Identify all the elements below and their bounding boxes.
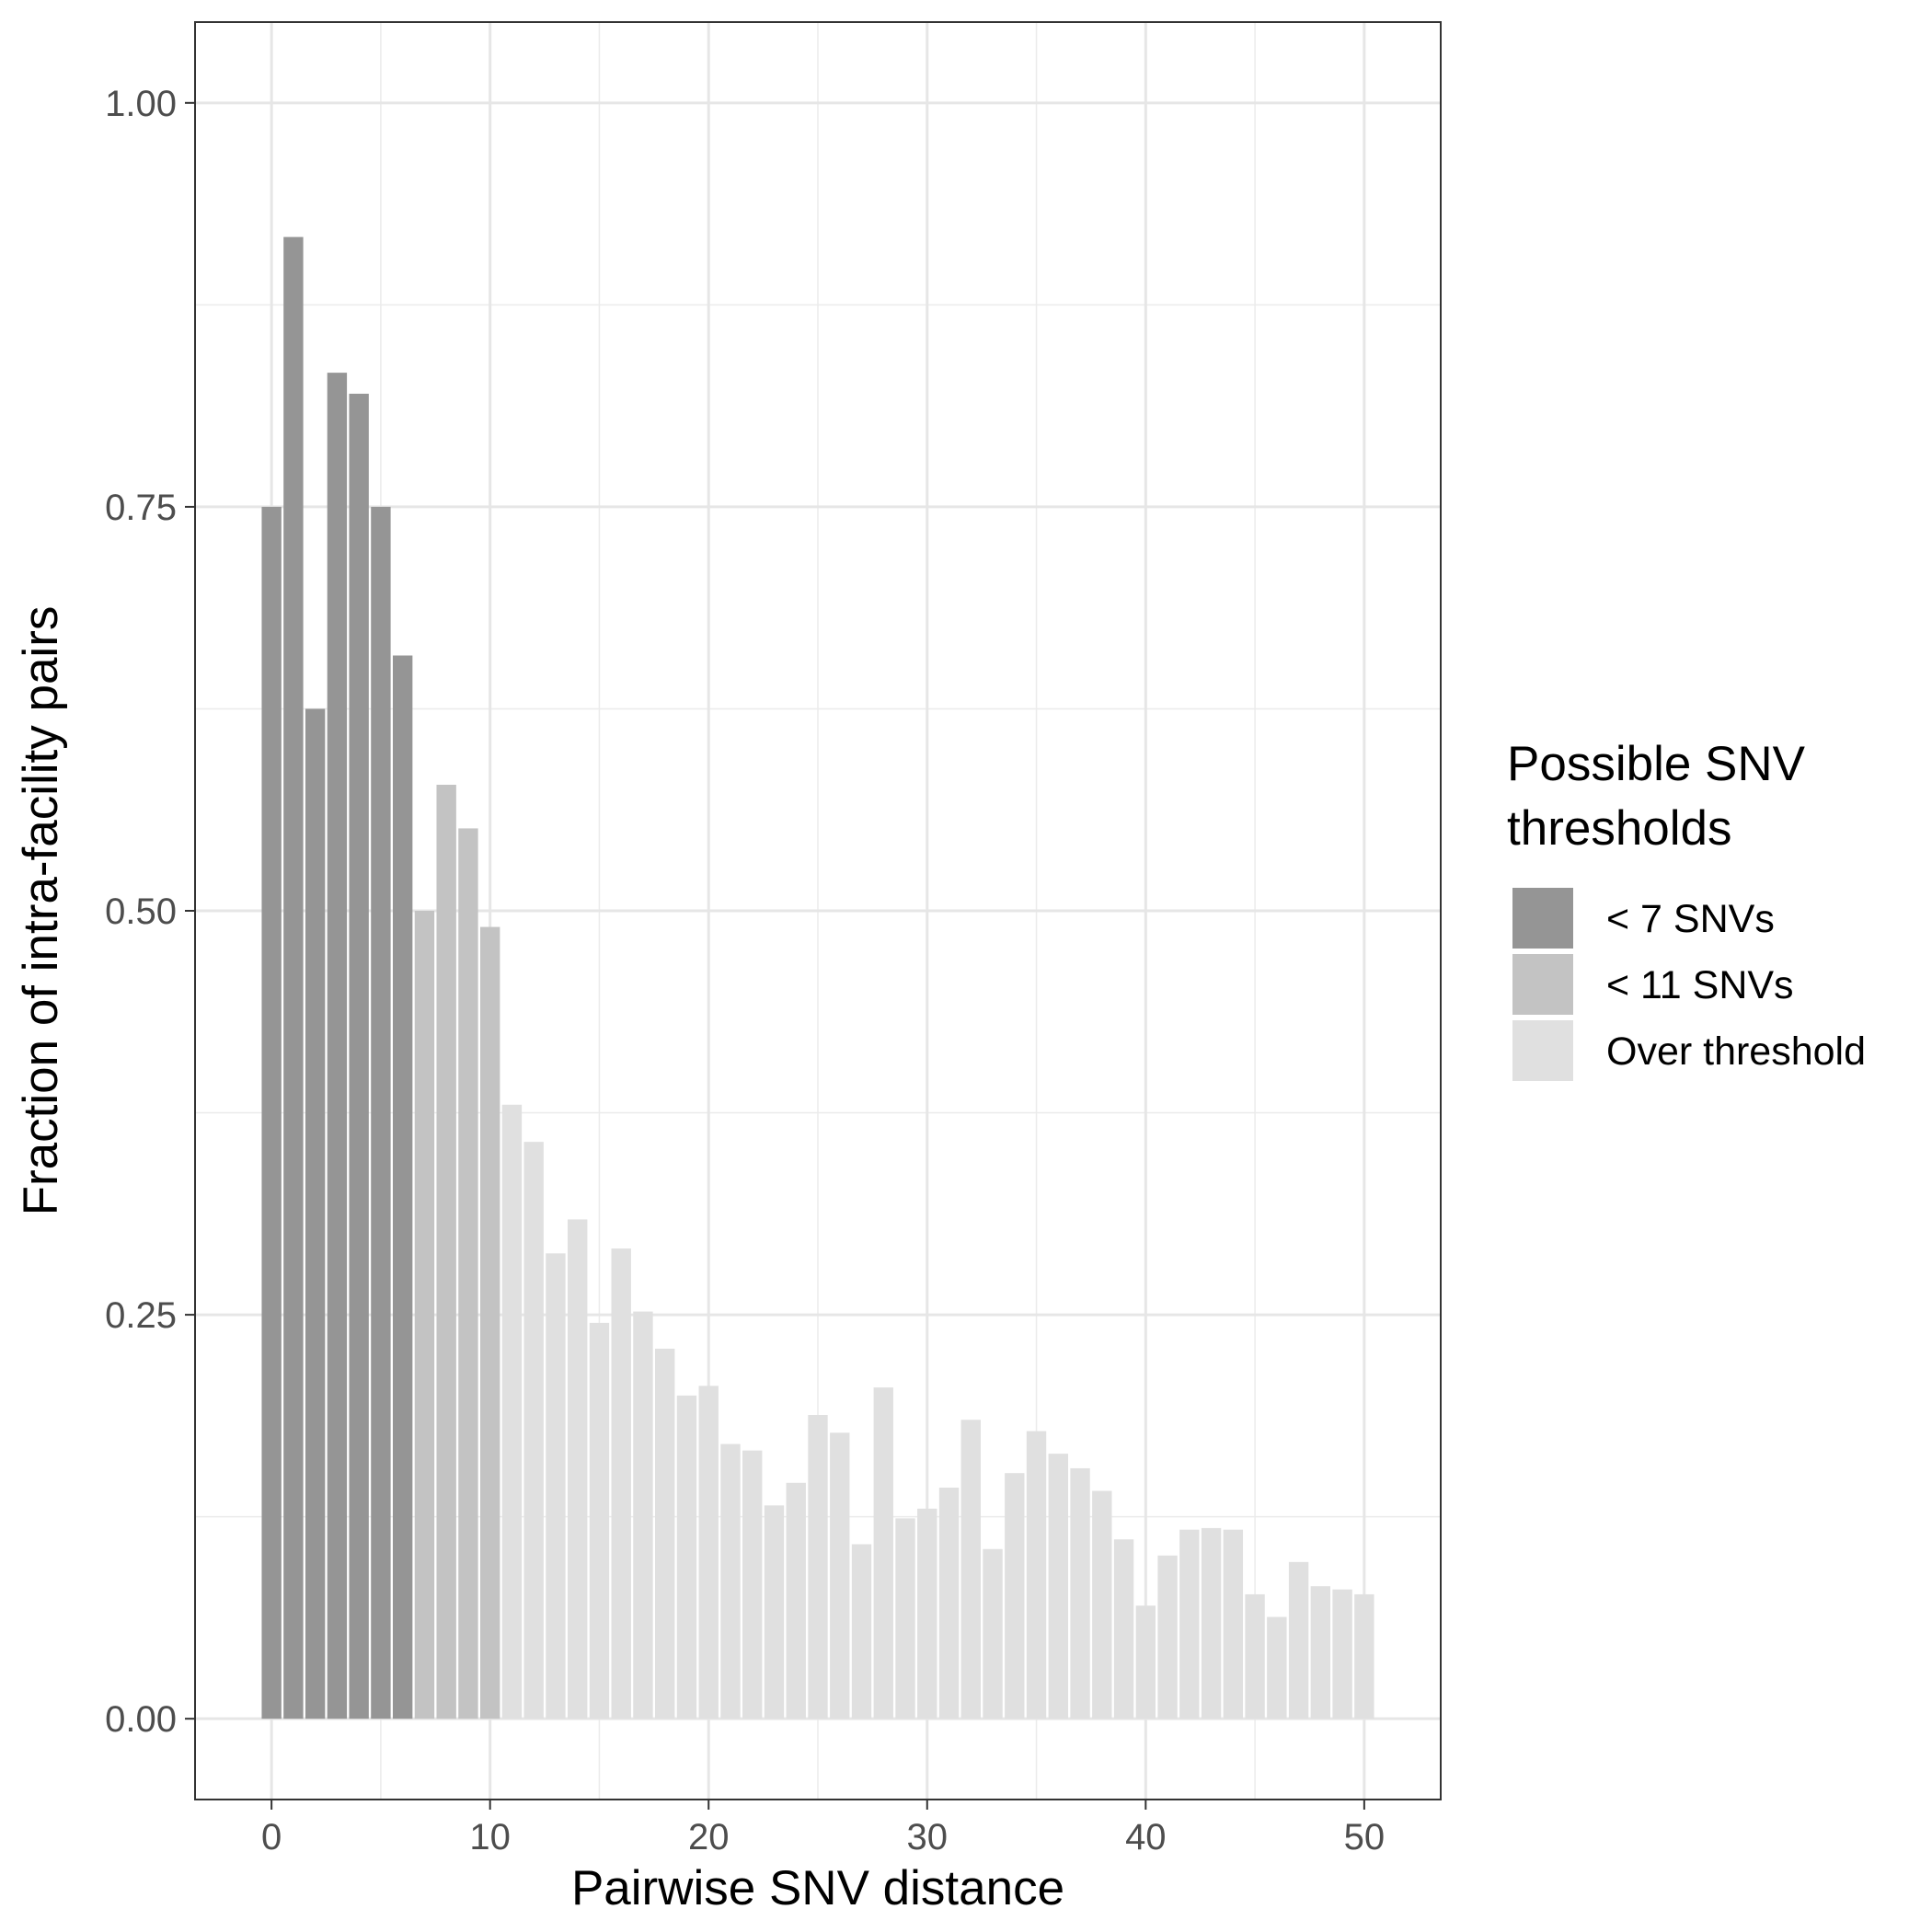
y-tick-label: 0.75 <box>105 488 177 528</box>
bar-48 <box>1310 1586 1331 1719</box>
bar-6 <box>392 655 413 1719</box>
bar-31 <box>938 1488 960 1719</box>
bar-13 <box>546 1253 566 1719</box>
x-tick-label: 40 <box>1125 1817 1167 1857</box>
bar-50 <box>1354 1593 1374 1719</box>
bar-11 <box>501 1104 523 1719</box>
bar-29 <box>895 1518 915 1719</box>
x-tick-label: 50 <box>1344 1817 1386 1857</box>
bar-8 <box>436 785 456 1719</box>
y-axis-title: Fraction of intra-facility pairs <box>14 606 68 1216</box>
legend-swatch <box>1512 888 1573 949</box>
bar-49 <box>1332 1589 1352 1719</box>
bar-47 <box>1288 1561 1309 1719</box>
legend: Possible SNV thresholds < 7 SNVs < 11 SNV… <box>1507 737 1866 1081</box>
bar-34 <box>1005 1473 1025 1719</box>
y-tick-label: 0.25 <box>105 1295 177 1336</box>
bar-24 <box>786 1482 806 1719</box>
y-tick-label: 0.50 <box>105 891 177 932</box>
bar-32 <box>960 1420 981 1719</box>
bar-10 <box>479 926 500 1719</box>
bar-43 <box>1201 1527 1222 1719</box>
legend-label: < 11 SNVs <box>1606 963 1794 1007</box>
bar-41 <box>1157 1555 1178 1719</box>
bar-17 <box>633 1311 653 1719</box>
x-tick-label: 10 <box>469 1817 511 1857</box>
axis-ticks <box>185 101 1365 1810</box>
bar-42 <box>1179 1529 1200 1719</box>
x-tick-label: 20 <box>688 1817 730 1857</box>
bar-1 <box>283 236 304 1719</box>
x-axis-title: Pairwise SNV distance <box>571 1861 1064 1915</box>
legend-label: < 7 SNVs <box>1606 897 1775 941</box>
bar-36 <box>1048 1454 1068 1719</box>
legend-swatch <box>1512 1020 1573 1081</box>
bar-30 <box>917 1508 937 1719</box>
bar-7 <box>414 911 435 1719</box>
bar-26 <box>830 1432 850 1719</box>
bar-37 <box>1070 1467 1090 1719</box>
bar-2 <box>305 708 326 1719</box>
bars <box>261 236 1374 1719</box>
legend-title-line-1: Possible SNV <box>1507 737 1806 791</box>
bar-44 <box>1223 1529 1244 1719</box>
legend-title-line-2: thresholds <box>1507 801 1732 856</box>
legend-entries: < 7 SNVs < 11 SNVs Over threshold <box>1512 888 1866 1081</box>
y-tick-label: 0.00 <box>105 1699 177 1740</box>
bar-9 <box>458 828 478 1719</box>
bar-40 <box>1135 1605 1156 1719</box>
bar-3 <box>327 373 348 1719</box>
bar-15 <box>589 1322 610 1719</box>
bar-22 <box>742 1450 763 1719</box>
bar-33 <box>983 1548 1003 1719</box>
bar-39 <box>1113 1539 1134 1719</box>
y-tick-label: 1.00 <box>105 84 177 124</box>
bar-20 <box>698 1386 719 1719</box>
legend-swatch <box>1512 954 1573 1015</box>
bar-28 <box>873 1387 893 1719</box>
bar-35 <box>1026 1431 1047 1719</box>
bar-16 <box>611 1248 631 1719</box>
bar-27 <box>851 1544 872 1719</box>
bar-5 <box>371 506 391 1719</box>
bar-4 <box>349 393 369 1719</box>
bar-45 <box>1245 1593 1265 1719</box>
bar-12 <box>523 1142 544 1719</box>
bar-38 <box>1092 1490 1112 1719</box>
x-tick-label: 30 <box>907 1817 949 1857</box>
x-tick-label: 0 <box>261 1817 282 1857</box>
bar-23 <box>764 1505 785 1719</box>
bar-14 <box>568 1219 588 1719</box>
bar-25 <box>808 1414 828 1719</box>
bar-19 <box>676 1395 697 1719</box>
bar-46 <box>1267 1616 1287 1719</box>
axis-tick-labels: 0 10 20 30 40 50 0.00 0.25 0.50 0.75 1.00 <box>105 84 1385 1857</box>
bar-21 <box>720 1443 741 1719</box>
legend-label: Over threshold <box>1606 1029 1866 1074</box>
bar-0 <box>261 506 282 1719</box>
bar-18 <box>655 1348 675 1719</box>
